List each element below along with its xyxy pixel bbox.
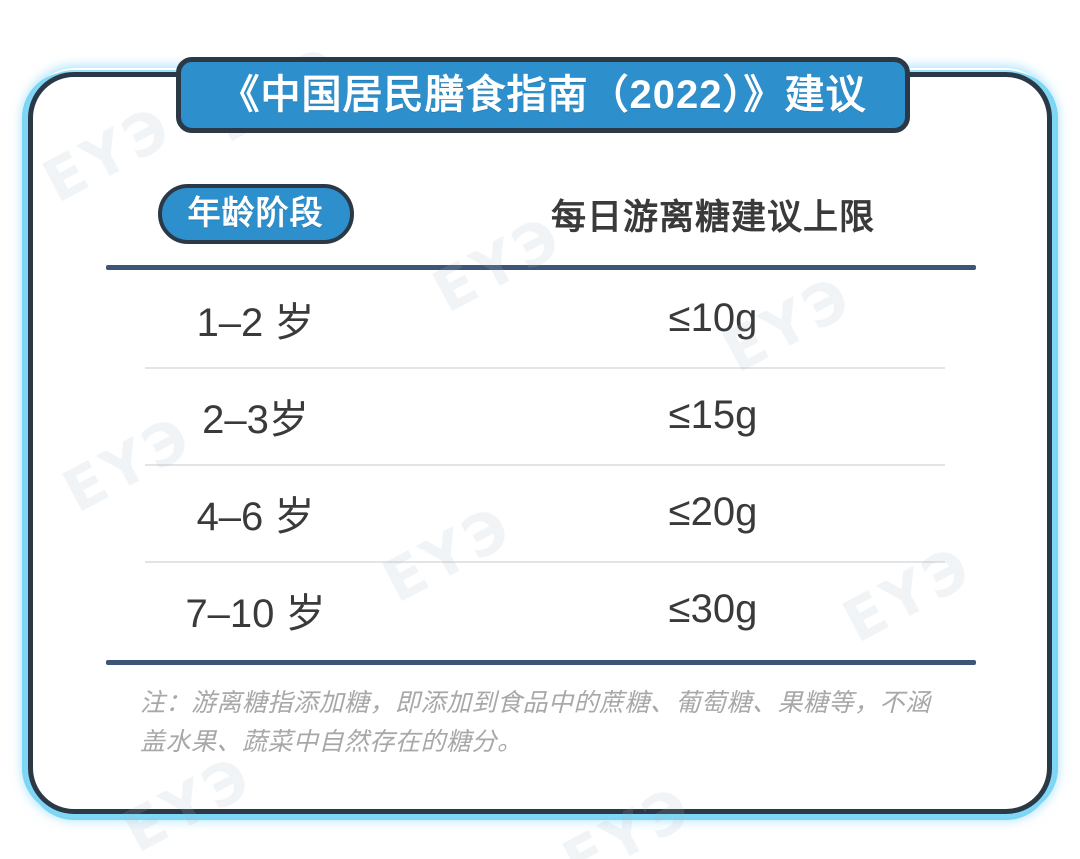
age-range-value: 4–6 岁 — [196, 494, 315, 539]
page-title: 《中国居民膳食指南（2022）》建议 — [219, 73, 867, 117]
sugar-limit-value: ≤10g — [668, 296, 758, 340]
age-range-value: 2–3岁 — [202, 397, 309, 442]
table-header-row: 年龄阶段 每日游离糖建议上限 — [28, 176, 1052, 252]
table-body: 1–2 岁 ≤10g 2–3岁 ≤15g 4–6 岁 ≤20g 7–10 岁 ≤… — [28, 270, 1052, 658]
title-banner: 《中国居民膳食指南（2022）》建议 — [176, 57, 910, 133]
sugar-limit-value: ≤20g — [668, 490, 758, 534]
table-row: 2–3岁 ≤15g — [28, 367, 1052, 464]
age-header-cell: 年龄阶段 — [28, 183, 483, 245]
age-range-value: 7–10 岁 — [185, 591, 326, 636]
recommendation-table: 年龄阶段 每日游离糖建议上限 1–2 岁 ≤10g 2–3岁 ≤15g 4–6 … — [28, 72, 1052, 814]
age-range-value: 1–2 岁 — [196, 300, 315, 345]
header-separator-rule — [106, 265, 976, 270]
table-row: 7–10 岁 ≤30g — [28, 561, 1052, 658]
limit-header-cell: 每日游离糖建议上限 — [483, 189, 943, 240]
footnote-text: 注：游离糖指添加糖，即添加到食品中的蔗糖、葡萄糖、果糖等，不涵盖水果、蔬菜中自然… — [140, 689, 931, 756]
sugar-limit-value: ≤15g — [668, 393, 758, 437]
table-row: 4–6 岁 ≤20g — [28, 464, 1052, 561]
daily-limit-header-label: 每日游离糖建议上限 — [550, 197, 875, 237]
age-stage-pill: 年龄阶段 — [157, 183, 354, 245]
sugar-limit-value: ≤30g — [668, 587, 758, 631]
table-row: 1–2 岁 ≤10g — [28, 270, 1052, 367]
footer-separator-rule — [106, 660, 976, 665]
